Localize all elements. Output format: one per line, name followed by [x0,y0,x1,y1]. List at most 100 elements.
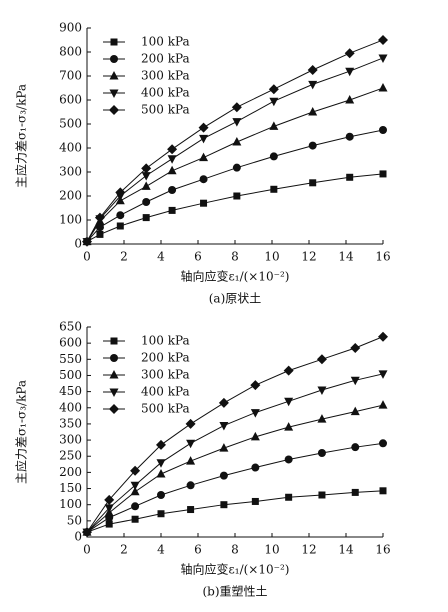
legend-label: 100 kPa [141,35,190,49]
y-tick-label: 0 [74,530,82,544]
marker [168,206,176,214]
marker [345,132,354,141]
marker [167,155,177,164]
x-tick-label: 6 [194,250,202,264]
marker [284,455,293,464]
y-tick-label: 550 [59,352,82,366]
y-tick-label: 50 [67,513,82,527]
y-tick-label: 100 [59,213,82,227]
marker [378,83,388,92]
marker [379,439,387,448]
marker [82,236,92,247]
series-line [86,442,384,533]
marker [351,488,359,496]
y-tick-label: 100 [59,497,82,511]
marker [345,67,355,77]
x-tick-label: 8 [231,250,239,264]
x-tick-label: 12 [301,250,316,264]
marker [186,439,196,449]
marker [105,520,113,528]
marker [104,494,115,505]
y-tick-label: 300 [59,433,82,447]
marker [232,163,241,172]
marker [232,118,242,127]
marker [350,406,360,416]
x-tick-label: 10 [264,250,279,264]
marker [350,376,360,386]
marker [233,192,241,200]
marker [219,422,229,431]
marker [199,152,209,162]
legend-marker [109,388,119,397]
y-tick-label: 400 [59,400,82,414]
y-tick-label: 0 [74,237,82,251]
marker [104,504,114,513]
series-line [86,336,384,533]
marker [307,65,318,75]
x-tick-label: 10 [264,543,279,557]
marker [156,469,166,478]
legend-label: 100 kPa [141,334,190,348]
marker [378,54,388,63]
marker [167,144,178,155]
legend-marker [109,71,119,80]
y-tick-label: 300 [59,165,82,179]
legend-marker [110,38,118,46]
marker [131,515,139,523]
marker [130,481,140,491]
caption: (a)原状土 [209,292,262,306]
marker [231,102,242,113]
marker [309,179,317,187]
y-tick-label: 200 [59,189,82,203]
x-tick-label: 16 [375,250,390,264]
marker [130,465,141,476]
marker [350,343,361,353]
marker [187,506,195,514]
legend-marker [109,404,119,414]
marker [130,486,140,496]
marker [268,84,279,95]
y-tick-label: 600 [59,336,82,350]
y-tick-label: 600 [59,93,82,107]
marker [142,198,151,206]
y-tick-label: 450 [59,384,82,398]
marker [250,409,260,418]
y-tick-label: 350 [59,416,82,430]
x-tick-label: 12 [301,543,316,557]
caption: (b)重塑性土 [202,584,267,599]
marker [378,35,388,45]
marker [351,443,360,452]
marker [344,48,355,59]
legend-label: 400 kPa [141,385,190,399]
marker [378,331,388,342]
marker [115,187,126,198]
marker [285,493,293,501]
y-tick-label: 700 [59,69,82,83]
marker [317,386,327,395]
legend-marker [109,89,119,98]
y-tick-label: 800 [59,45,82,59]
marker [116,222,124,230]
marker [308,107,318,116]
series-line [86,129,384,242]
marker [284,397,294,407]
marker [198,122,209,133]
series-line [86,57,384,242]
marker [317,414,327,423]
legend-marker [109,370,119,379]
marker [199,134,209,144]
marker [142,214,150,222]
marker [219,443,229,452]
x-tick-label: 8 [231,543,239,557]
x-tick-label: 0 [83,250,91,264]
marker [270,185,278,193]
marker [378,400,388,409]
marker [308,141,317,150]
marker [250,380,261,391]
marker [250,431,260,441]
marker [200,199,208,207]
marker [317,449,326,457]
x-tick-label: 14 [338,543,354,557]
marker [251,497,259,505]
